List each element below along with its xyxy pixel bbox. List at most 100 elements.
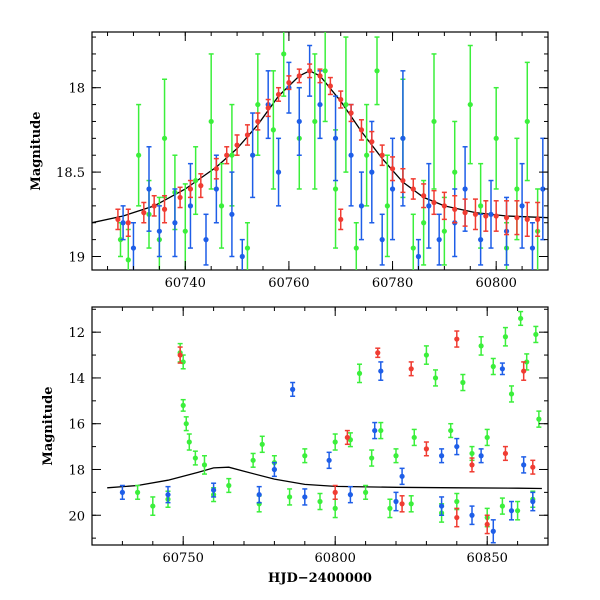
data-point (421, 220, 427, 226)
top-series-1-point-0 (120, 205, 126, 241)
bottom-series-0-point-11 (332, 433, 338, 451)
top-x-tick-label-3: 60800 (476, 276, 517, 291)
data-point (302, 453, 308, 459)
top-series-2-point-20 (338, 90, 344, 109)
bottom-series-0-point-26 (502, 326, 509, 347)
bottom-series-2-point-7 (502, 445, 509, 462)
bottom-series-0-point-24 (484, 428, 490, 447)
bottom-series-0-point-4 (186, 433, 192, 451)
top-series-1-point-26 (436, 213, 442, 266)
data-point (469, 450, 475, 457)
data-point (379, 237, 385, 243)
data-point (410, 245, 416, 251)
bottom-series-1-point-4 (439, 448, 445, 464)
data-point (208, 118, 214, 125)
data-point (255, 118, 261, 125)
data-point (378, 368, 384, 374)
top-series-0-point-18 (322, 32, 328, 123)
top-series-1-point-6 (203, 213, 209, 266)
bottom-series-0-point-10 (302, 448, 308, 464)
data-point (448, 427, 454, 434)
data-point (229, 152, 235, 158)
data-point (125, 257, 131, 263)
data-point (369, 139, 375, 145)
data-point (529, 245, 536, 251)
top-series-0-point-20 (343, 36, 349, 173)
bottom-y-axis-label: Magnitude (41, 386, 56, 465)
data-point (270, 127, 276, 133)
bottom-plot-frame (91, 306, 549, 546)
top-series-0-point-28 (431, 53, 437, 190)
bottom-panel: 60750 60800 60850 12 14 16 18 20 Magnitude HJD−… (41, 306, 549, 586)
top-series-2-point-23 (369, 130, 375, 153)
data-point (499, 503, 505, 509)
top-series-2-point-36 (503, 200, 510, 236)
bottom-series-0-point-28 (518, 310, 524, 327)
bottom-series-0-point-38 (408, 495, 414, 513)
top-series-1-point-32 (519, 162, 525, 249)
top-series-2-point-33 (472, 198, 479, 231)
bottom-series-1-point-14 (347, 485, 353, 504)
data-point (515, 508, 521, 514)
bottom-y-tick-label-4: 20 (68, 509, 85, 524)
data-point (265, 105, 271, 111)
top-data-marks (92, 32, 548, 270)
bottom-x-tick-label-2: 60850 (467, 551, 508, 566)
data-point (469, 462, 475, 468)
data-point (399, 473, 405, 479)
data-point (411, 434, 417, 441)
data-point (117, 237, 124, 243)
bottom-series-1-point-0 (290, 381, 296, 397)
data-point (535, 216, 541, 222)
top-series-0-point-12 (244, 221, 251, 270)
top-series-2-point-3 (151, 194, 157, 217)
data-point (469, 512, 475, 518)
data-point (296, 73, 302, 79)
bottom-series-0-point-19 (432, 369, 439, 387)
data-point (521, 462, 527, 468)
data-point (540, 186, 546, 192)
data-point (187, 203, 194, 209)
data-point (130, 245, 137, 251)
bottom-series-2-point-5 (454, 330, 460, 348)
data-point (436, 237, 442, 243)
top-series-2-point-25 (389, 156, 396, 182)
top-series-2-point-39 (535, 201, 541, 237)
bottom-series-0-point-20 (448, 422, 454, 439)
bottom-series-0-point-16 (393, 448, 399, 464)
bottom-series-1-point-1 (372, 421, 378, 440)
top-series-2-point-22 (358, 119, 365, 141)
top-series-2-point-4 (161, 194, 168, 224)
data-point (344, 434, 350, 441)
data-point (389, 166, 396, 172)
bottom-series-2-point-6 (469, 457, 475, 473)
data-point (410, 186, 416, 192)
data-point (399, 501, 405, 507)
bottom-series-2-point-10 (454, 507, 460, 528)
data-point (338, 96, 344, 103)
top-series-1-point-21 (379, 213, 385, 266)
top-series-2-point-10 (234, 134, 240, 156)
data-point (256, 492, 262, 498)
bottom-series-2-point-8 (521, 361, 527, 381)
bottom-x-tick-label-1: 60800 (315, 551, 356, 566)
top-series-0-point-33 (493, 86, 499, 190)
data-point (326, 457, 332, 463)
data-point (317, 73, 323, 79)
bottom-series-1-point-22 (271, 461, 277, 478)
data-point (439, 453, 445, 459)
bottom-series-0-point-17 (411, 428, 417, 447)
top-y-axis-label: Magnitude (29, 111, 44, 190)
data-point (452, 169, 458, 175)
data-point (193, 177, 199, 184)
top-series-0-point-14 (270, 70, 276, 190)
data-point (514, 215, 520, 221)
top-series-0-point-9 (208, 53, 214, 190)
top-x-tick-label-0: 60740 (165, 276, 206, 291)
bottom-series-0-point-6 (201, 455, 208, 475)
data-point (259, 441, 265, 447)
bottom-series-0-point-18 (423, 345, 429, 365)
bottom-series-0-point-40 (499, 497, 505, 515)
top-series-0-point-2 (136, 103, 142, 207)
